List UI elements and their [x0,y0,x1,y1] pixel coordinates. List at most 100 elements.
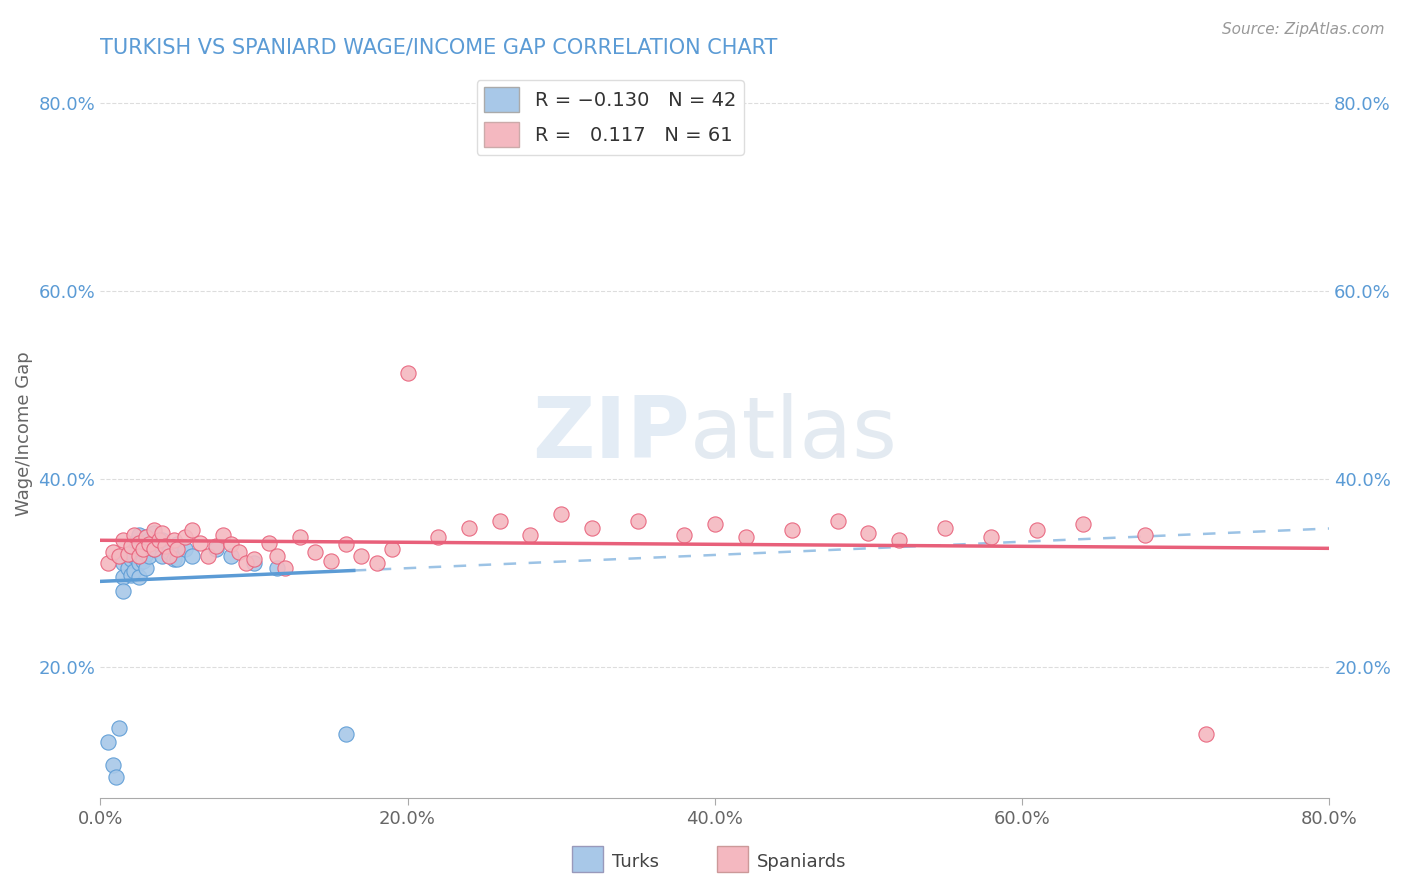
Point [243,556,266,570]
Point [128,549,150,563]
Point [101,758,124,772]
Y-axis label: Wage/Income Gap: Wage/Income Gap [15,351,32,516]
Point [703,516,725,531]
Point [122,535,145,549]
Point [188,535,211,549]
Point [112,533,135,547]
Point [235,556,257,570]
Point [204,539,226,553]
Point [120,567,142,582]
Point [138,537,160,551]
Point [212,528,235,542]
Point [122,549,145,563]
Point [734,530,756,544]
Point [117,561,139,575]
Point [627,514,650,528]
Point [887,533,910,547]
Point [519,528,541,542]
Point [163,533,186,547]
Point [157,549,180,563]
Text: Turks: Turks [612,853,658,871]
Point [1073,516,1095,531]
Point [335,537,357,551]
Point [427,530,450,544]
Point [219,549,242,563]
Point [150,549,173,563]
Point [122,528,145,542]
Point [488,514,510,528]
Point [153,539,176,553]
Point [107,549,129,563]
Point [143,542,166,557]
Point [581,520,603,534]
Point [132,554,155,568]
Point [101,545,124,559]
Point [396,367,419,381]
Point [673,528,696,542]
Point [173,530,195,544]
Point [366,556,388,570]
Point [350,549,373,563]
Point [458,520,481,534]
Point [135,530,157,544]
Point [128,535,150,549]
Point [827,514,849,528]
Text: Source: ZipAtlas.com: Source: ZipAtlas.com [1222,22,1385,37]
Point [148,537,170,551]
Point [1026,524,1049,538]
Point [166,551,188,566]
Point [138,533,160,547]
Point [273,561,295,575]
Point [550,508,572,522]
Point [122,564,145,578]
Point [128,570,150,584]
Point [117,547,139,561]
Point [181,549,204,563]
Point [143,526,166,541]
Point [204,542,226,557]
Point [219,537,242,551]
Point [148,533,170,547]
Point [117,547,139,561]
Point [266,561,288,575]
Point [120,551,142,566]
Point [288,530,311,544]
Point [128,556,150,570]
Point [104,771,127,785]
Point [112,556,135,570]
Point [335,727,357,741]
Point [143,524,166,538]
Point [120,539,142,553]
Text: Spaniards: Spaniards [756,853,846,871]
Text: atlas: atlas [690,392,898,475]
Point [135,561,157,575]
Point [107,721,129,735]
Point [1195,727,1218,741]
Point [780,524,803,538]
Point [259,535,281,549]
Text: TURKISH VS SPANIARD WAGE/INCOME GAP CORRELATION CHART: TURKISH VS SPANIARD WAGE/INCOME GAP CORR… [100,37,778,57]
Point [97,556,120,570]
Point [934,520,956,534]
Point [980,530,1002,544]
Point [319,554,342,568]
Point [163,551,186,566]
Point [197,549,219,563]
Point [228,545,250,559]
Point [112,570,135,584]
Point [166,542,188,557]
Point [135,547,157,561]
Point [128,528,150,542]
Point [153,539,176,553]
Point [143,542,166,557]
Point [166,537,188,551]
Point [132,542,155,557]
Point [858,526,880,541]
Point [138,549,160,563]
Point [135,530,157,544]
Point [157,545,180,559]
Point [304,545,326,559]
Point [181,524,204,538]
Point [97,735,120,749]
Point [132,539,155,553]
